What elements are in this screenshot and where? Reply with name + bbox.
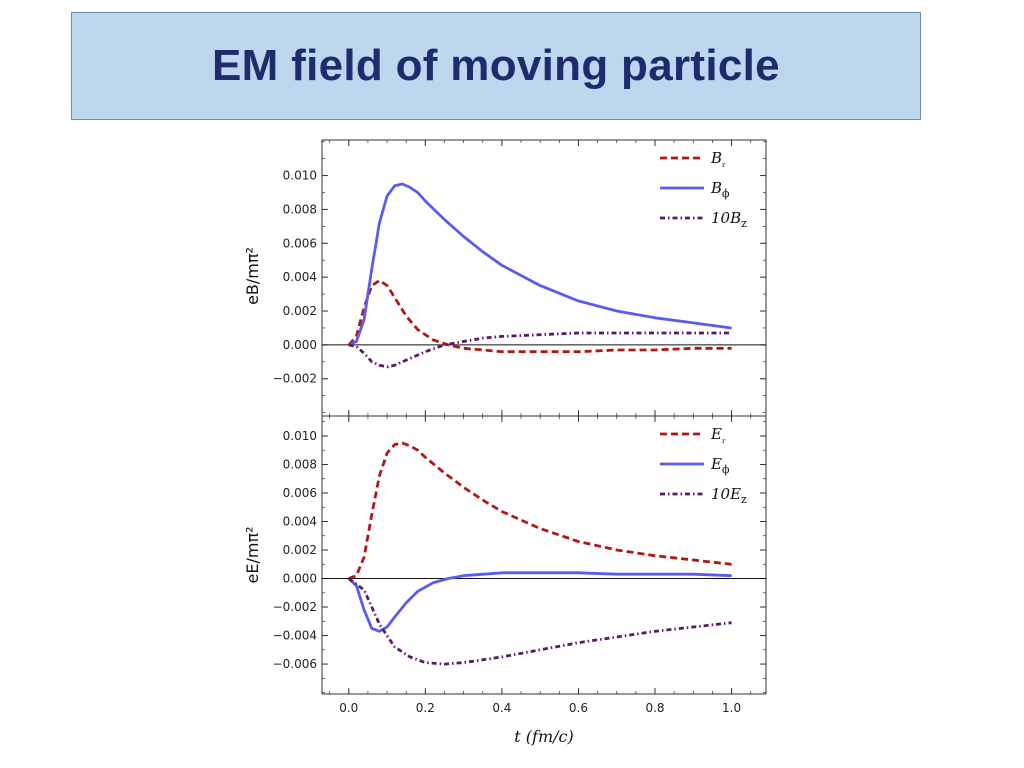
y-tick-label: 0.000: [283, 338, 317, 352]
y-tick-label: −0.006: [273, 657, 317, 671]
y-tick-label: 0.006: [283, 486, 317, 500]
legend-entry: Bϕ: [710, 179, 730, 200]
series-line-0-2: [348, 331, 732, 369]
y-axis-label: eB/mπ²: [243, 247, 262, 305]
y-tick-label: 0.008: [283, 202, 317, 216]
y-axis-label: eE/mπ²: [243, 527, 262, 584]
x-tick-label: 0.0: [339, 701, 358, 715]
plot-frame-0: [321, 139, 767, 417]
x-axis-label: t (fm/c): [514, 727, 573, 746]
x-tick-label: 1.0: [722, 701, 741, 715]
legend-entry: 10Ez: [711, 485, 747, 506]
y-tick-label: 0.002: [283, 304, 317, 318]
x-tick-label: 0.6: [569, 701, 588, 715]
legend-entry: Bᵣ: [710, 149, 726, 170]
y-tick-label: 0.004: [283, 514, 317, 528]
legend-entry: Eϕ: [710, 455, 730, 476]
y-tick-label: 0.002: [283, 543, 317, 557]
y-tick-label: 0.000: [283, 572, 317, 586]
series-line-0-0: [347, 279, 732, 354]
plot-frame-1: [321, 415, 767, 695]
series-line-0-1: [348, 182, 732, 347]
legend-entry: Eᵣ: [710, 425, 726, 446]
series-line-1-1: [347, 571, 732, 633]
slide-title: EM field of moving particle: [212, 41, 780, 90]
y-tick-label: 0.010: [283, 169, 317, 183]
series-line-1-2: [347, 577, 732, 666]
y-tick-label: −0.002: [273, 372, 317, 386]
y-tick-label: 0.006: [283, 236, 317, 250]
title-banner: EM field of moving particle: [71, 12, 921, 120]
y-tick-label: 0.010: [283, 429, 317, 443]
y-tick-label: 0.004: [283, 270, 317, 284]
x-tick-label: 0.8: [645, 701, 664, 715]
x-tick-label: 0.4: [492, 701, 511, 715]
y-tick-label: −0.004: [273, 629, 317, 643]
y-tick-label: 0.008: [283, 457, 317, 471]
legend-entry: 10Bz: [711, 209, 747, 230]
series-line-1-0: [348, 441, 732, 580]
y-tick-label: −0.002: [273, 600, 317, 614]
x-tick-label: 0.2: [416, 701, 435, 715]
